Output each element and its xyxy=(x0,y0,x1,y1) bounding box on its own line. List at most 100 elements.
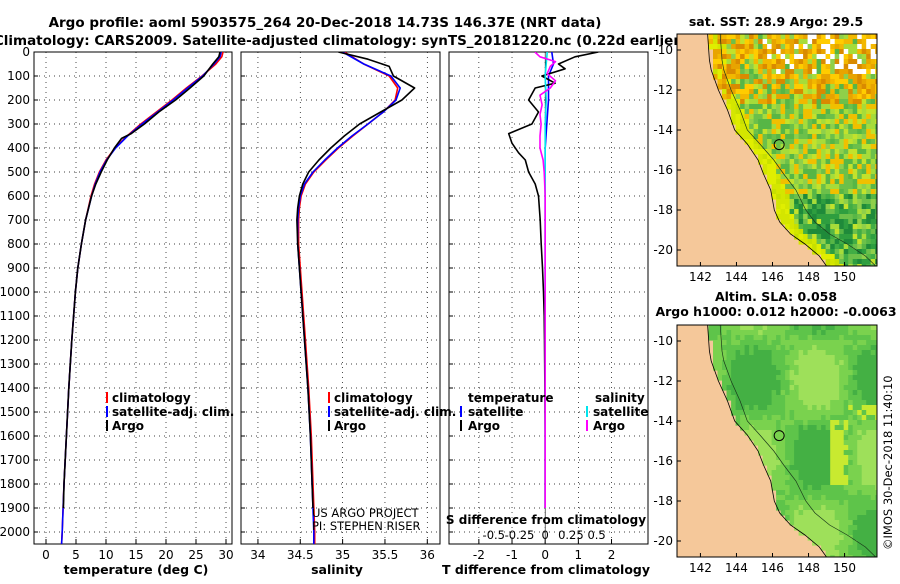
map-cell xyxy=(870,385,876,391)
map-cell xyxy=(726,330,732,336)
map-cell xyxy=(744,340,750,346)
map-cell xyxy=(767,325,773,331)
map-cell xyxy=(771,194,777,200)
map-cell xyxy=(848,199,854,205)
map-cell xyxy=(848,139,854,145)
map-cell xyxy=(875,430,877,436)
map-cell xyxy=(753,114,759,120)
map-cell xyxy=(794,400,800,406)
map-cell xyxy=(803,74,809,80)
map-cell xyxy=(821,335,827,341)
temperature-tick-label: 10 xyxy=(98,548,113,562)
map-cell xyxy=(762,134,768,140)
map-cell xyxy=(825,214,831,220)
map-cell xyxy=(780,510,786,516)
map-cell xyxy=(875,34,877,40)
map-cell xyxy=(861,550,867,556)
map-cell xyxy=(825,64,831,70)
legend-sal-argo-label: Argo xyxy=(593,419,625,433)
map-cell xyxy=(821,199,827,205)
map-cell xyxy=(839,555,845,557)
map-cell xyxy=(753,99,759,105)
map-cell xyxy=(852,525,858,531)
map-cell xyxy=(713,59,719,65)
map-cell xyxy=(771,475,777,481)
float-position-marker xyxy=(773,139,785,151)
map-cell xyxy=(776,395,782,401)
map-cell xyxy=(731,49,737,55)
map-cell xyxy=(753,139,759,145)
map-cell xyxy=(785,149,791,155)
map-cell xyxy=(785,365,791,371)
map-cell xyxy=(713,350,719,356)
map-cell xyxy=(789,34,795,40)
map-cell xyxy=(726,104,732,110)
map-cell xyxy=(731,109,737,115)
map-cell xyxy=(830,74,836,80)
map-cell xyxy=(839,254,845,260)
map-cell xyxy=(785,435,791,441)
map-cell xyxy=(861,154,867,160)
map-cell xyxy=(776,69,782,75)
map-cell xyxy=(857,500,863,506)
map-cell xyxy=(780,179,786,185)
map-cell xyxy=(758,59,764,65)
map-cell xyxy=(852,410,858,416)
map-cell xyxy=(830,445,836,451)
map-cell xyxy=(735,84,741,90)
map-cell xyxy=(767,34,773,40)
map-cell xyxy=(843,405,849,411)
map-cell xyxy=(789,164,795,170)
map-cell xyxy=(776,430,782,436)
map-cell xyxy=(744,380,750,386)
map-cell xyxy=(758,395,764,401)
map-cell xyxy=(821,149,827,155)
map-cell xyxy=(758,39,764,45)
map-cell xyxy=(834,49,840,55)
map-cell xyxy=(857,325,863,331)
map-cell xyxy=(803,59,809,65)
map-cell xyxy=(816,525,822,531)
map-cell xyxy=(803,34,809,40)
map-cell xyxy=(771,365,777,371)
map-cell xyxy=(857,244,863,250)
map-cell xyxy=(785,455,791,461)
map-cell xyxy=(794,440,800,446)
map-cell xyxy=(825,450,831,456)
map-cell xyxy=(830,254,836,260)
map-cell xyxy=(812,525,818,531)
map-cell xyxy=(875,365,877,371)
map-cell xyxy=(785,219,791,225)
map-cell xyxy=(843,515,849,521)
map-cell xyxy=(780,345,786,351)
map-cell xyxy=(758,69,764,75)
map-cell xyxy=(776,465,782,471)
map-cell xyxy=(852,199,858,205)
map-cell xyxy=(803,144,809,150)
map-cell xyxy=(843,194,849,200)
map-cell xyxy=(821,480,827,486)
map-cell xyxy=(807,209,813,215)
map-cell xyxy=(861,84,867,90)
map-cell xyxy=(776,405,782,411)
map-cell xyxy=(780,385,786,391)
map-cell xyxy=(794,500,800,506)
map-cell xyxy=(839,340,845,346)
map-cell xyxy=(821,395,827,401)
map-cell xyxy=(812,244,818,250)
map-cell xyxy=(861,525,867,531)
map-cell xyxy=(866,134,872,140)
map-cell xyxy=(749,144,755,150)
map-cell xyxy=(852,144,858,150)
map-cell xyxy=(852,154,858,160)
map-cell xyxy=(798,74,804,80)
map-cell xyxy=(785,84,791,90)
map-cell xyxy=(830,415,836,421)
map-cell xyxy=(834,239,840,245)
map-cell xyxy=(870,440,876,446)
map-cell xyxy=(794,335,800,341)
map-cell xyxy=(816,440,822,446)
map-cell xyxy=(852,555,858,557)
map-cell xyxy=(762,410,768,416)
map-cell xyxy=(807,530,813,536)
